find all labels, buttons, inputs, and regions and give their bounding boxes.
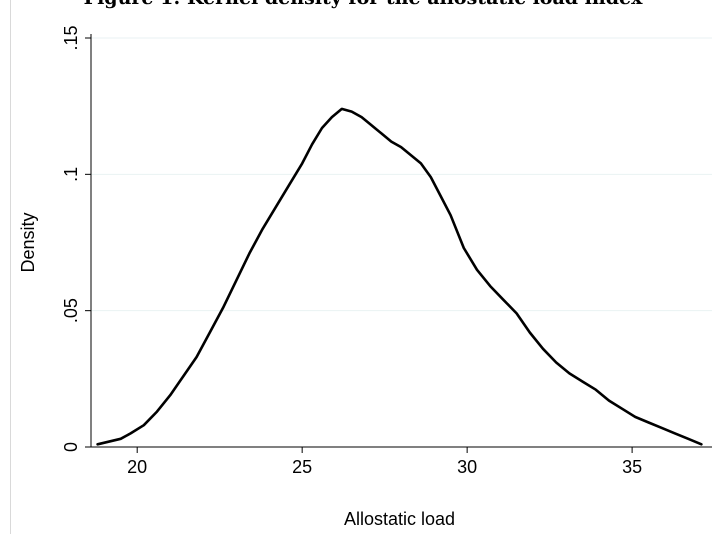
y-tick-label: .05: [61, 298, 81, 323]
x-tick-label: 25: [292, 457, 312, 477]
series-group: [96, 107, 703, 446]
x-ticks: 20 25 30 35: [127, 447, 642, 477]
y-tick-label: 0: [61, 442, 81, 452]
y-ticks: 0 .05 .1 .15: [61, 25, 91, 452]
x-tick-label: 20: [127, 457, 147, 477]
chart-title: Figure 1: Kernel density for the allosta…: [0, 0, 726, 9]
density-line: [96, 107, 703, 446]
y-tick-label: .15: [61, 25, 81, 50]
gridlines: [91, 37, 712, 312]
x-tick-label: 35: [622, 457, 642, 477]
frame-left-border: [10, 0, 11, 534]
x-tick-label: 30: [457, 457, 477, 477]
y-axis-title: Density: [18, 212, 38, 272]
y-tick-label: .1: [61, 167, 81, 182]
x-axis-title: Allostatic load: [344, 509, 455, 529]
